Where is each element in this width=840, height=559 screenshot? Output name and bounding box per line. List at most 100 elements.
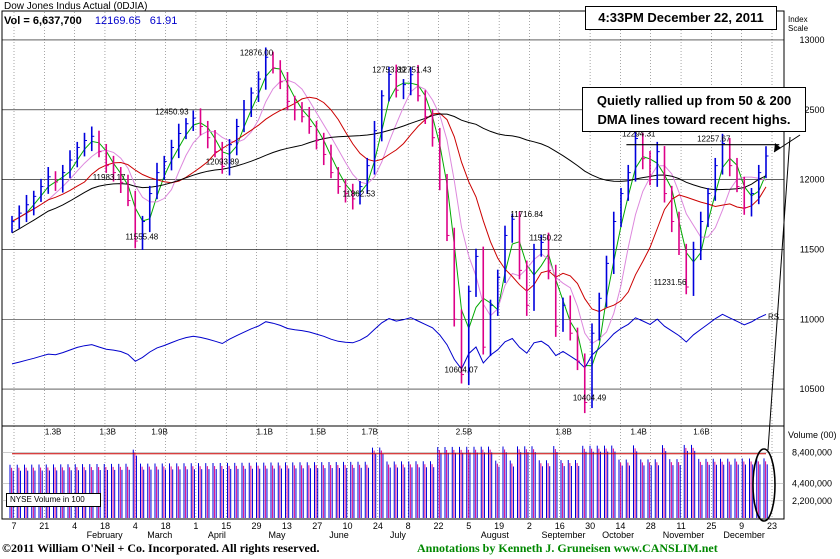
volume-annotation: 1.1B [256,427,272,436]
rs-label: RS [768,312,779,321]
date-tick-label: 4 [133,521,138,531]
ma21-line [11,79,767,345]
month-label: February [87,530,124,540]
date-tick-label: 16 [555,521,565,531]
last-price: 12169.65 [94,15,141,27]
date-tick-label: 25 [706,521,716,531]
date-tick-label: 5 [466,521,471,531]
price-annotation: 12751.43 [398,66,432,75]
volume-annotation: 1.9B [151,427,167,436]
date-tick-label: 18 [100,521,110,531]
date-tick-label: 18 [161,521,171,531]
volume-panel-frame [1,425,785,520]
price-annotation: 10404.49 [573,393,607,402]
volume-annotation: 1.7B [362,427,378,436]
callout-arrowhead [774,142,781,152]
price-annotation: 12876.00 [240,48,274,57]
date-tick-label: 30 [585,521,595,531]
volume-tick-label: 8,400,000 [792,447,832,457]
volume-annotation: 1.3B [45,427,61,436]
volume-annotation: 1.8B [555,427,571,436]
volume-tick-label: 2,200,000 [792,496,832,506]
ma50-line [11,96,767,313]
ma200-line [11,113,767,234]
date-tick-label: 10 [343,521,353,531]
volume-annotation: 1.6B [693,427,709,436]
rs-line [11,313,767,370]
price-change: 61.91 [149,15,178,27]
month-label: December [723,530,765,540]
price-tick-label: 12000 [799,175,824,185]
price-annotation: 11555.48 [125,233,158,242]
volume-annotation: 1.3B [99,427,115,436]
date-tick-label: 24 [373,521,383,531]
timestamp-box: 4:33PM December 22, 2011 [585,6,777,30]
volume-axis-title: Volume (00) [788,430,837,440]
month-label: June [329,530,349,540]
price-annotation: 11550.22 [529,233,562,242]
price-tick-label: 11000 [800,314,824,324]
volume-highlight-ellipse [752,448,776,522]
price-bars [11,47,769,414]
price-annotation: 12450.93 [155,108,189,117]
price-panel-frame [1,10,785,427]
volume-annotation: 1.4B [630,427,646,436]
date-tick-label: 21 [39,521,49,531]
price-tick-label: 12500 [799,105,824,115]
date-tick-label: 8 [406,521,411,531]
chart-title: Dow Jones Indus Actual (0DJIA) [4,1,148,12]
callout-line-1: Quietly rallied up from 50 & 200 [596,93,792,108]
date-axis: 7 21 4 18 4 18 1 15 29 13 27 10 24 8 22 5 19 2 16 30 14 28 11 2… [11,521,777,540]
date-tick-label: 9 [739,521,744,531]
date-tick-label: 13 [282,521,292,531]
volume-value: Vol = 6,637,700 [4,15,82,27]
price-annotation: 12093.89 [206,157,240,166]
price-annotation: 11231.56 [654,278,687,287]
price-axis: 10500 11000 11500 12000 12500 13000 [799,35,824,394]
price-annotation: 12257.67 [697,135,731,144]
price-annotation: 11983.17 [93,173,126,182]
volume-axis: 2,200,000 4,400,000 8,400,000 [792,447,832,506]
price-tick-label: 11500 [800,244,824,254]
volume-annotation: 2.5B [456,427,472,436]
price-annotation: 11716.84 [510,210,543,219]
month-label: September [541,530,585,540]
price-annotation: 12753.89 [372,65,406,74]
month-label: October [602,530,634,540]
volume-line: Vol = 6,637,700 12169.65 61.91 [4,15,177,27]
index-scale-label: Index Scale [788,15,809,33]
date-tick-label: 15 [221,521,231,531]
volume-tick-label: 4,400,000 [792,479,832,489]
date-tick-label: 22 [433,521,443,531]
price-annotation: 11862.53 [342,190,375,199]
callout-line-2: DMA lines toward recent highs. [597,112,791,127]
date-tick-label: 29 [252,521,262,531]
date-tick-label: 27 [312,521,322,531]
date-tick-label: 2 [527,521,532,531]
date-tick-label: 4 [72,521,77,531]
callout-arrows [752,134,801,522]
month-label: March [147,530,172,540]
price-tick-label: 10500 [799,384,824,394]
date-tick-label: 28 [646,521,656,531]
price-annotation: 10604.07 [445,366,479,375]
volume-annotation: 1.5B [310,427,326,436]
date-tick-label: 7 [11,521,16,531]
volume-bars [9,444,768,518]
volume-callout-line [767,136,791,451]
price-annotation: 12294.31 [622,130,656,139]
volume-label-box: NYSE Volume in 100 [6,493,101,507]
date-tick-label: 1 [193,521,198,531]
date-tick-label: 14 [615,521,625,531]
month-label: November [663,530,705,540]
gridlines [2,12,784,518]
month-label: May [269,530,287,540]
price-tick-label: 13000 [799,35,824,45]
date-tick-label: 11 [676,521,685,531]
annotations-credit: Annotations by Kenneth J. Gruneisen www.… [417,541,718,555]
date-tick-label: 23 [767,521,777,531]
month-label: April [208,530,226,540]
date-tick-label: 19 [494,521,504,531]
